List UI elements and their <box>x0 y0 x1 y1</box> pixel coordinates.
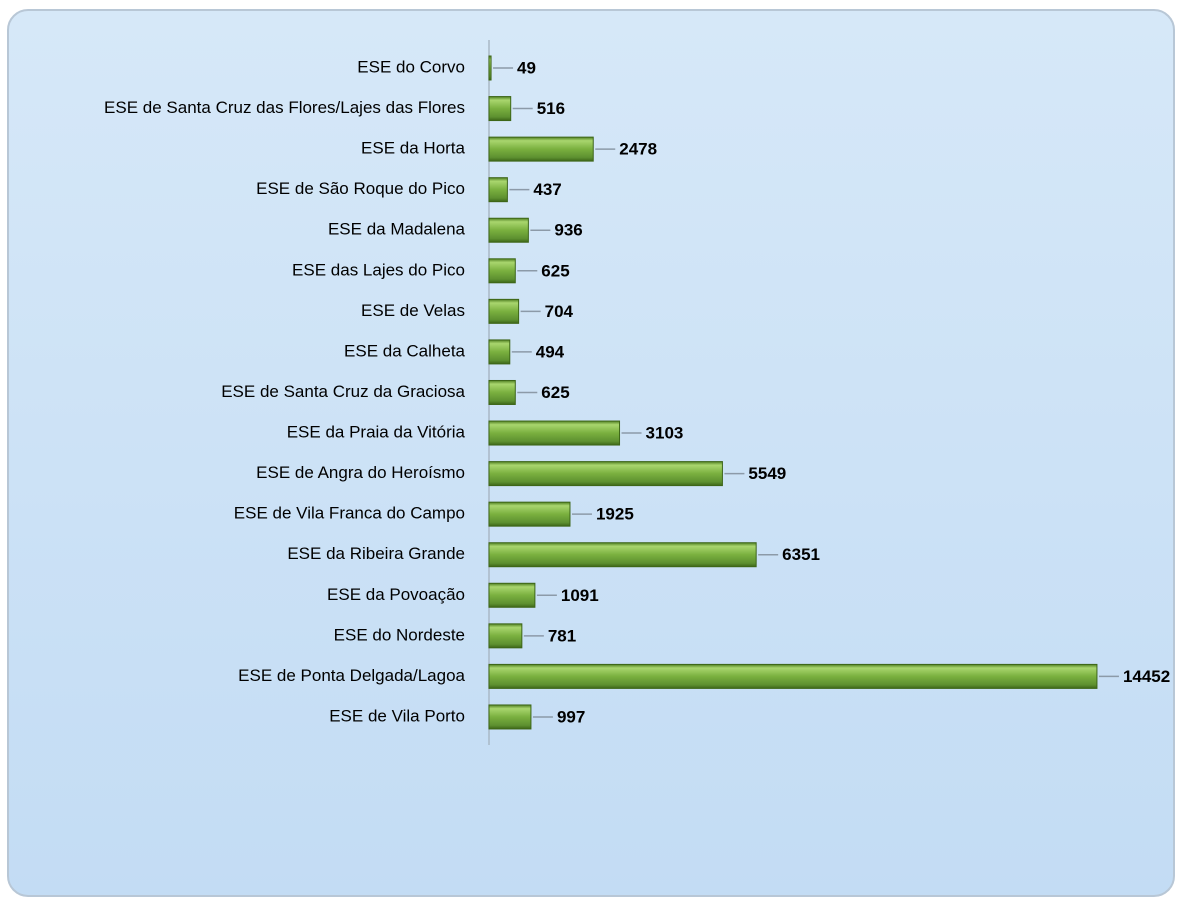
y-tick-label: ESE da Praia da Vitória <box>287 423 466 442</box>
data-label: 3103 <box>646 424 684 443</box>
data-label: 936 <box>554 221 582 240</box>
y-tick-label: ESE da Madalena <box>328 220 466 239</box>
bar <box>488 704 532 730</box>
y-tick-label: ESE do Nordeste <box>334 625 465 644</box>
bar <box>488 663 1098 689</box>
y-tick-label: ESE de São Roque do Pico <box>256 179 465 198</box>
bar <box>488 177 508 203</box>
data-label: 516 <box>537 99 565 118</box>
data-label: 997 <box>557 707 585 726</box>
y-tick-label: ESE de Velas <box>361 301 465 320</box>
y-tick-label: ESE de Santa Cruz das Flores/Lajes das F… <box>104 98 465 117</box>
bar <box>488 420 621 446</box>
bar <box>488 96 512 122</box>
data-label: 2478 <box>619 140 657 159</box>
y-tick-label: ESE de Ponta Delgada/Lagoa <box>238 666 465 685</box>
y-tick-label: ESE de Santa Cruz da Graciosa <box>221 382 465 401</box>
data-label: 14452 <box>1123 667 1170 686</box>
data-label: 437 <box>533 180 561 199</box>
bar <box>488 501 571 527</box>
bar <box>488 379 516 405</box>
data-label: 704 <box>545 302 574 321</box>
bar <box>488 298 520 324</box>
bar <box>488 542 757 568</box>
bar <box>488 136 594 162</box>
y-tick-label: ESE das Lajes do Pico <box>292 260 465 279</box>
bar <box>488 461 723 487</box>
y-tick-label: ESE de Vila Franca do Campo <box>234 504 465 523</box>
data-label: 625 <box>541 383 569 402</box>
y-tick-label: ESE da Calheta <box>344 341 466 360</box>
data-label: 625 <box>541 261 569 280</box>
data-label: 1091 <box>561 586 599 605</box>
data-label: 781 <box>548 626 576 645</box>
bar <box>488 623 523 649</box>
bar <box>488 217 529 243</box>
y-tick-label: ESE da Horta <box>361 139 465 158</box>
data-label: 1925 <box>596 505 634 524</box>
y-tick-label: ESE de Vila Porto <box>329 706 465 725</box>
y-tick-label: ESE do Corvo <box>357 57 465 76</box>
data-label: 49 <box>517 58 536 77</box>
bar <box>488 582 536 608</box>
bar <box>488 258 516 284</box>
data-label: 5549 <box>748 464 786 483</box>
data-label: 6351 <box>782 545 820 564</box>
bar <box>488 339 511 365</box>
y-tick-label: ESE de Angra do Heroísmo <box>256 463 465 482</box>
bar <box>488 55 492 81</box>
y-tick-label: ESE da Ribeira Grande <box>287 544 465 563</box>
y-tick-label: ESE da Povoação <box>327 585 465 604</box>
data-label: 494 <box>536 342 565 361</box>
